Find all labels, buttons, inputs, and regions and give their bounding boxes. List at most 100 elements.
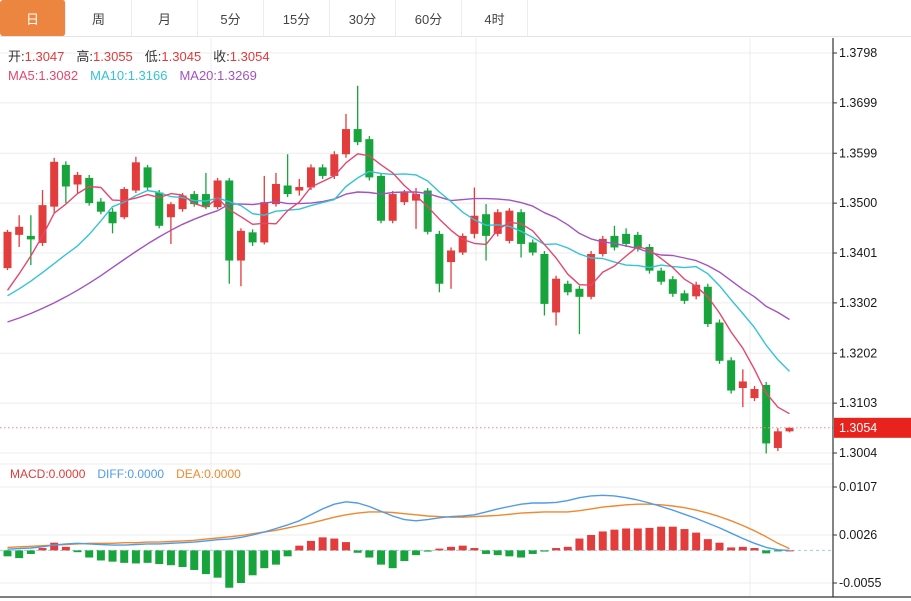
candle-body bbox=[563, 283, 572, 293]
candle-body bbox=[598, 238, 607, 255]
macd-bar bbox=[622, 528, 631, 551]
macd-bar bbox=[306, 540, 315, 551]
macd-bar bbox=[201, 550, 210, 575]
candle-body bbox=[727, 360, 736, 391]
candle-body bbox=[738, 381, 747, 389]
ma-field-0-value: 1.3082 bbox=[38, 68, 79, 83]
candle-body bbox=[38, 205, 47, 243]
candle-body bbox=[143, 167, 152, 188]
candle-body bbox=[213, 180, 222, 208]
macd-bar bbox=[668, 526, 677, 551]
macd-field-0-value: 0.0000 bbox=[48, 467, 86, 481]
macd-bar bbox=[295, 545, 304, 551]
candle-body bbox=[762, 384, 771, 444]
macd-field-0-label: MACD: bbox=[10, 467, 49, 481]
ohlc-field-3-value: 1.3054 bbox=[229, 49, 270, 64]
candle-body bbox=[517, 212, 526, 244]
macd-bar bbox=[26, 550, 35, 554]
candle-body bbox=[61, 164, 70, 187]
axis-tick-label: 1.3302 bbox=[839, 296, 877, 310]
price-badge-rect bbox=[834, 417, 911, 438]
macd-legend-bar: MACD:0.0000 DIFF:0.0000 DEA:0.0000 bbox=[10, 467, 253, 481]
macd-bar bbox=[400, 550, 409, 562]
macd-field-2-label: DEA: bbox=[176, 467, 205, 481]
ma20-line bbox=[7, 191, 790, 323]
macd-bar bbox=[260, 550, 269, 569]
macd-bar bbox=[73, 550, 82, 553]
candle-body bbox=[318, 167, 327, 176]
candle-body bbox=[50, 161, 59, 207]
candle-body bbox=[178, 195, 187, 210]
tab-timeframe-4[interactable]: 15分 bbox=[264, 0, 330, 36]
candle-body bbox=[3, 231, 12, 269]
candle-body bbox=[750, 389, 759, 399]
macd-histogram bbox=[3, 526, 794, 588]
ma10-line bbox=[7, 170, 790, 372]
macd-bar bbox=[248, 550, 257, 576]
candle-body bbox=[260, 202, 269, 243]
candle-body bbox=[131, 162, 140, 191]
macd-bar bbox=[785, 550, 794, 552]
ma-row: MA5:1.3082 MA10:1.3166 MA20:1.3269 bbox=[8, 66, 282, 85]
axis-tick-label: 1.3202 bbox=[839, 346, 877, 360]
macd-bar bbox=[271, 550, 280, 565]
candle-body bbox=[166, 204, 175, 218]
candle-body bbox=[610, 235, 619, 248]
tab-timeframe-1[interactable]: 周 bbox=[66, 0, 132, 36]
candle-body bbox=[470, 215, 479, 234]
candle-body bbox=[423, 190, 432, 232]
macd-bar bbox=[610, 529, 619, 551]
candle-body bbox=[108, 211, 117, 224]
macd-bar bbox=[96, 550, 105, 561]
macd-bar bbox=[528, 550, 537, 554]
candle-body bbox=[26, 235, 35, 240]
tab-timeframe-5[interactable]: 30分 bbox=[330, 0, 396, 36]
tab-timeframe-7[interactable]: 4时 bbox=[462, 0, 528, 36]
diff-line bbox=[7, 494, 790, 552]
macd-bar bbox=[318, 537, 327, 551]
candle-body bbox=[773, 431, 782, 448]
ma-field-0: MA5:1.3082 bbox=[8, 68, 78, 83]
axis-tick-label: 1.3103 bbox=[839, 396, 877, 410]
macd-field-2: DEA:0.0000 bbox=[176, 467, 241, 481]
candle-body bbox=[645, 246, 654, 271]
candle-body bbox=[85, 177, 94, 204]
macd-bar bbox=[540, 550, 549, 552]
macd-bar bbox=[482, 550, 491, 554]
candle-body bbox=[190, 194, 199, 205]
ohlc-field-2-value: 1.3045 bbox=[161, 49, 202, 64]
tab-timeframe-6[interactable]: 60分 bbox=[396, 0, 462, 36]
candle-body bbox=[225, 180, 234, 261]
macd-bar bbox=[283, 550, 292, 557]
macd-bar bbox=[377, 550, 386, 565]
candle-body bbox=[15, 226, 24, 235]
ohlc-field-1: 高:1.3055 bbox=[76, 49, 132, 64]
candle-body bbox=[540, 254, 549, 304]
candle-body bbox=[96, 201, 105, 212]
candle-body bbox=[633, 234, 642, 249]
tab-timeframe-3[interactable]: 5分 bbox=[198, 0, 264, 36]
macd-bar bbox=[178, 550, 187, 567]
candle-body bbox=[353, 129, 362, 143]
candle-body bbox=[120, 189, 129, 218]
axis-tick-label: 1.3004 bbox=[839, 446, 877, 460]
candle-body bbox=[295, 187, 304, 191]
gridlines bbox=[0, 38, 833, 597]
axis-tick-label: 1.3500 bbox=[839, 196, 877, 210]
macd-bar bbox=[38, 548, 47, 551]
axis-tick-label: 1.3401 bbox=[839, 246, 877, 260]
macd-field-0: MACD:0.0000 bbox=[10, 467, 85, 481]
macd-bar bbox=[213, 550, 222, 578]
ohlc-field-2-label: 低: bbox=[144, 49, 162, 64]
macd-field-1-value: 0.0000 bbox=[127, 467, 165, 481]
ma-field-2-label: MA20: bbox=[179, 68, 218, 83]
right-axis: 1.3798 1.3699 1.3599 1.3500 1.3401 1.3302 1.32… bbox=[0, 38, 911, 598]
tab-timeframe-2[interactable]: 月 bbox=[132, 0, 198, 36]
macd-bar bbox=[15, 550, 24, 559]
candle-body bbox=[412, 194, 421, 201]
tab-timeframe-0[interactable]: 日 bbox=[0, 0, 66, 36]
macd-bar bbox=[575, 538, 584, 551]
macd-bar bbox=[633, 528, 642, 551]
macd-bar bbox=[225, 550, 234, 588]
